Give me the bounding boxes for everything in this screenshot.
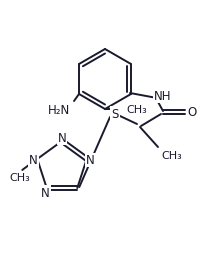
Text: N: N bbox=[58, 132, 66, 145]
Text: N: N bbox=[86, 154, 95, 167]
Text: S: S bbox=[111, 107, 119, 120]
Text: CH₃: CH₃ bbox=[9, 172, 30, 182]
Text: O: O bbox=[187, 106, 197, 119]
Text: N: N bbox=[29, 154, 38, 167]
Text: CH₃: CH₃ bbox=[126, 105, 147, 115]
Text: N: N bbox=[41, 186, 50, 199]
Text: NH: NH bbox=[154, 90, 172, 103]
Text: CH₃: CH₃ bbox=[161, 150, 182, 160]
Text: H₂N: H₂N bbox=[48, 104, 70, 117]
